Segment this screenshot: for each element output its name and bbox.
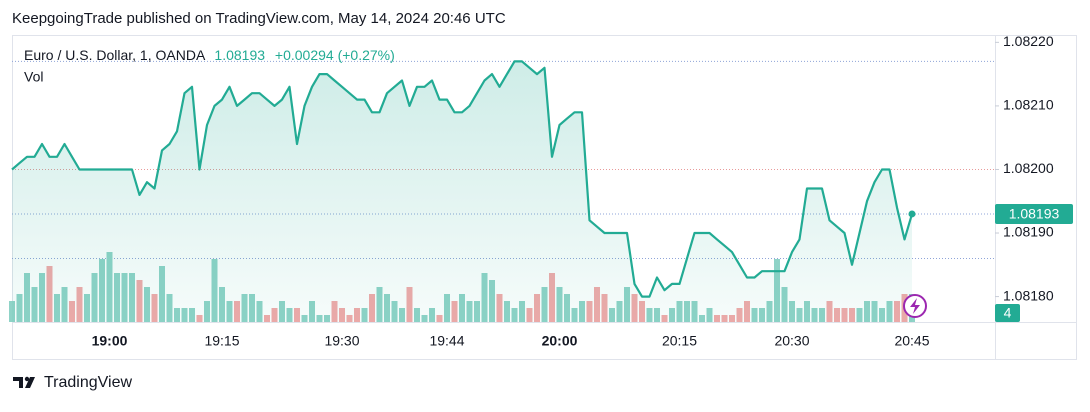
y-tick-label: 1.08180 — [1003, 287, 1054, 303]
brand: TradingView — [44, 374, 132, 391]
y-tick-label: 1.08190 — [1003, 224, 1054, 240]
price-tag — [995, 203, 1073, 224]
y-tick-label: 1.08220 — [1003, 33, 1054, 49]
last-point — [908, 210, 916, 218]
price-area — [12, 61, 912, 323]
x-tick-label: 19:30 — [324, 333, 359, 349]
x-tick-label: 19:15 — [204, 333, 239, 349]
tradingview-logo — [13, 376, 35, 388]
publisher-line: KeepgoingTrade published on TradingView.… — [12, 10, 506, 27]
last-price: 1.08193 — [214, 47, 265, 63]
axes: 1.08180 1.08190 1.08200 1.08210 1.08220 19:00… — [92, 33, 1073, 349]
volume-tag-label: 4 — [1004, 305, 1012, 321]
plot — [11, 60, 916, 323]
y-tick-label: 1.08200 — [1003, 160, 1054, 176]
volume-legend: Vol — [24, 69, 43, 85]
x-tick-label: 20:30 — [774, 333, 809, 349]
legend: Euro / U.S. Dollar, 1, OANDA 1.08193 +0.… — [24, 47, 395, 63]
symbol: Euro / U.S. Dollar, 1, OANDA — [24, 47, 206, 63]
lightning-icon — [903, 294, 927, 318]
x-tick-label: 19:44 — [429, 333, 464, 349]
x-tick-label: 20:45 — [894, 333, 929, 349]
price-change: +0.00294 (+0.27%) — [275, 47, 395, 63]
volume-tag — [995, 304, 1020, 322]
x-tick-label: 20:15 — [662, 333, 697, 349]
x-tick-label: 19:00 — [92, 333, 128, 349]
y-tick-label: 1.08210 — [1003, 97, 1054, 113]
x-tick-label: 20:00 — [542, 333, 578, 349]
price-tag-label: 1.08193 — [1009, 206, 1060, 222]
price-line — [11, 60, 914, 298]
